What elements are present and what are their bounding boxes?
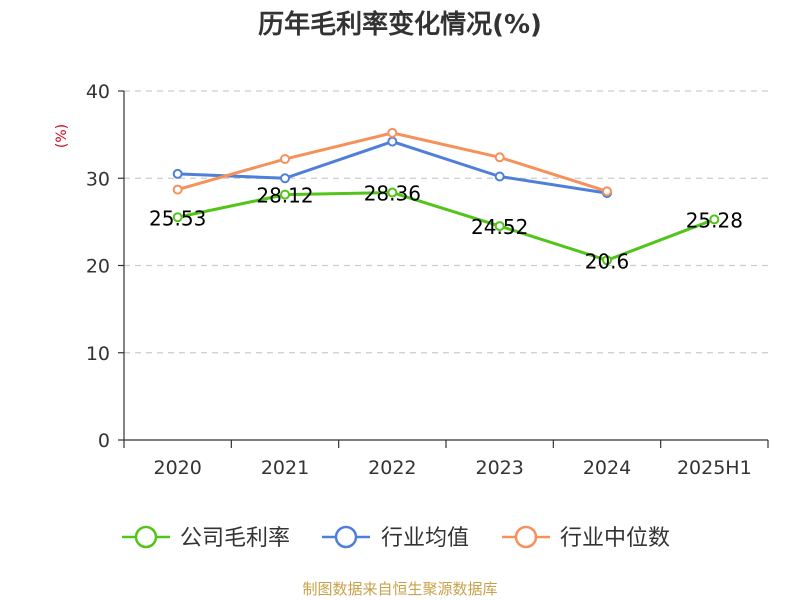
legend-marker — [334, 525, 358, 549]
y-tick-label: 30 — [86, 168, 110, 190]
x-tick-label: 2025H1 — [677, 457, 752, 479]
y-tick-label: 40 — [86, 81, 110, 103]
series-lines — [172, 127, 720, 266]
data-point — [387, 136, 398, 147]
legend-item[interactable]: 公司毛利率 — [122, 525, 290, 551]
grid-lines — [124, 90, 768, 354]
data-point — [494, 171, 505, 182]
legend-item[interactable]: 行业中位数 — [502, 525, 670, 551]
legend-marker — [514, 525, 538, 549]
data-point — [387, 187, 398, 198]
chart-title: 历年毛利率变化情况(%) — [258, 10, 542, 40]
data-point — [494, 221, 505, 232]
y-tick-label: 0 — [98, 430, 110, 452]
axes: 0 10 20 30 40 2020 2021 2022 2023 2024 2025H1 — [86, 81, 769, 479]
data-point — [602, 186, 612, 197]
data-labels: 25.53 28.12 28.36 24.52 20.6 25.28 — [149, 182, 743, 274]
source-note: 制图数据来自恒生聚源数据库 — [302, 580, 498, 598]
y-tick-label: 10 — [86, 343, 110, 365]
data-point — [602, 255, 612, 266]
legend-label: 行业中位数 — [560, 526, 670, 551]
x-tick-label: 2024 — [583, 457, 631, 479]
data-point — [172, 168, 183, 179]
data-label: 20.6 — [585, 249, 630, 273]
x-tick-label: 2021 — [261, 457, 309, 479]
data-point — [172, 184, 183, 195]
legend[interactable]: 公司毛利率 行业均值 行业中位数 — [122, 525, 670, 551]
y-tick-label: 20 — [86, 256, 110, 278]
legend-label: 公司毛利率 — [180, 526, 290, 551]
data-point — [172, 212, 183, 223]
data-label: 28.36 — [364, 182, 421, 206]
data-label: 25.28 — [686, 208, 743, 232]
data-point — [280, 173, 290, 184]
data-point — [387, 127, 398, 138]
x-tick-label: 2023 — [475, 457, 523, 479]
data-point — [280, 189, 290, 200]
data-label: 28.12 — [256, 184, 313, 208]
data-point — [280, 154, 290, 165]
legend-marker — [134, 525, 158, 549]
legend-item[interactable]: 行业均值 — [322, 525, 469, 551]
data-point — [494, 152, 505, 163]
x-tick-label: 2020 — [153, 457, 201, 479]
series-line — [177, 191, 715, 262]
data-label: 24.52 — [471, 215, 528, 239]
x-tick-label: 2022 — [368, 457, 416, 479]
legend-label: 行业均值 — [381, 526, 469, 551]
data-point — [709, 214, 720, 225]
data-label: 25.53 — [149, 206, 206, 230]
